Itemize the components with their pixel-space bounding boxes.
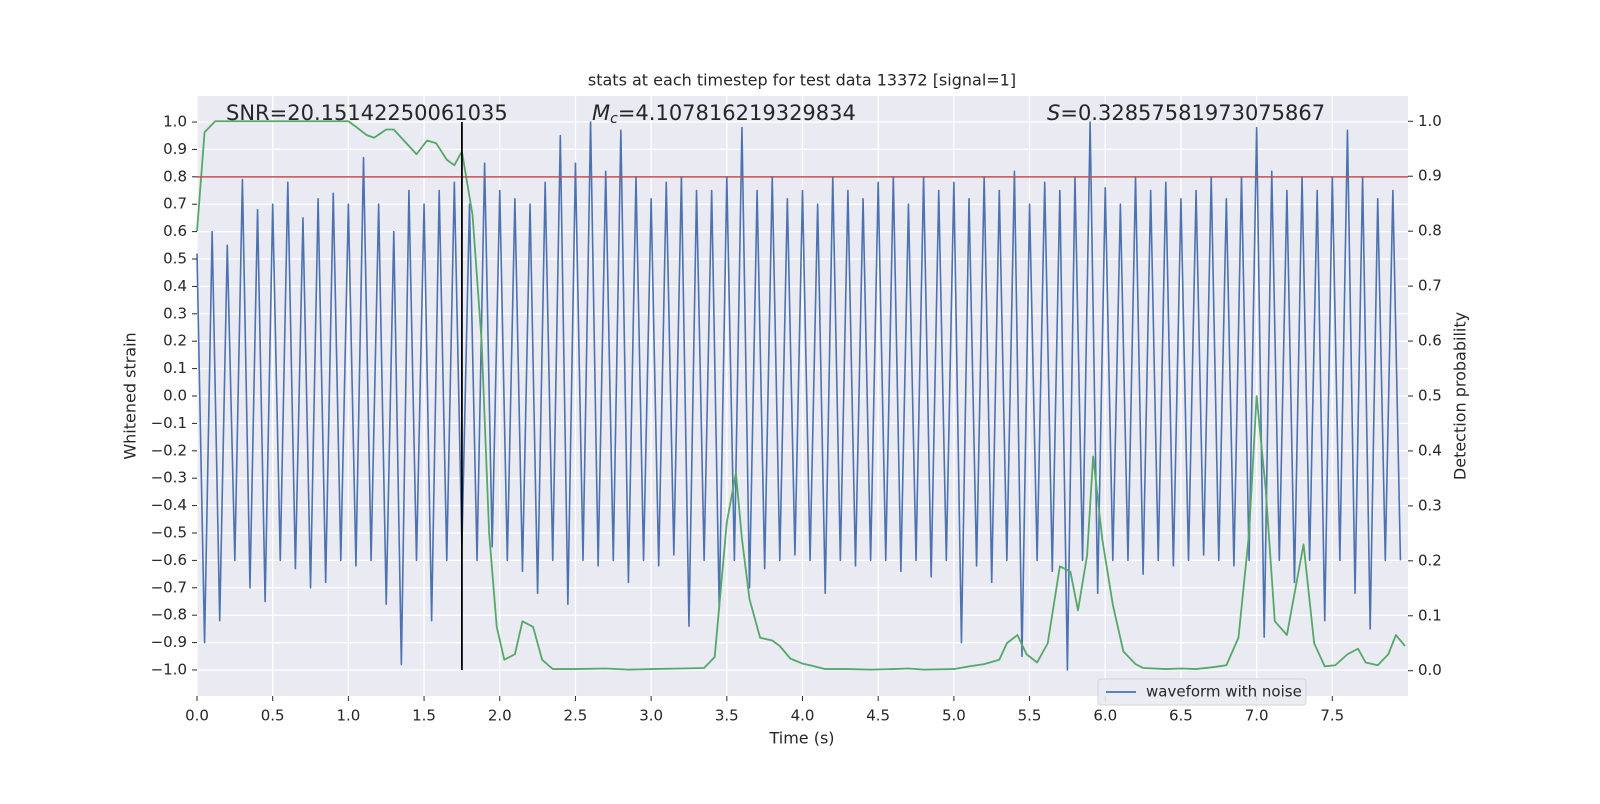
y2-tick-label: 0.8 — [1418, 222, 1442, 240]
y-tick-label: −0.5 — [151, 523, 187, 541]
x-tick-label: 3.0 — [639, 707, 663, 725]
annotation-text: =4.107816219329834 — [618, 101, 856, 125]
series-line — [196, 120, 1406, 671]
annotation-subscript: c — [610, 111, 618, 127]
y-tick-label: −0.2 — [151, 441, 187, 459]
y-tick-label: −0.3 — [151, 469, 187, 487]
chart-title: stats at each timestep for test data 133… — [588, 71, 1016, 90]
y2-tick-label: 0.3 — [1418, 496, 1442, 514]
x-tick-label: 1.5 — [412, 707, 436, 725]
x-tick-label: 1.0 — [336, 707, 360, 725]
x-tick-label: 5.5 — [1018, 707, 1042, 725]
x-tick-label: 7.5 — [1320, 707, 1344, 725]
y2-tick-label: 0.0 — [1418, 661, 1442, 679]
annotation: S=0.32857581973075867 — [1047, 101, 1325, 125]
y-tick-label: 0.7 — [163, 195, 187, 213]
y2-tick-label: 1.0 — [1418, 112, 1442, 130]
x-tick-label: 4.0 — [791, 707, 815, 725]
y-tick-label: 0.8 — [163, 167, 187, 185]
y-tick-label: −0.9 — [151, 633, 187, 651]
annotation-symbol: M — [592, 101, 610, 125]
x-tick-label: 6.5 — [1169, 707, 1193, 725]
y-tick-label: 0.9 — [163, 140, 187, 158]
y2-tick-label: 0.9 — [1418, 167, 1442, 185]
x-tick-label: 7.0 — [1245, 707, 1269, 725]
y-tick-label: 0.3 — [163, 304, 187, 322]
x-tick-label: 2.0 — [488, 707, 512, 725]
y2-tick-label: 0.6 — [1418, 332, 1442, 350]
annotation-text: =0.32857581973075867 — [1060, 101, 1325, 125]
y-tick-label: −0.8 — [151, 606, 187, 624]
x-tick-label: 3.5 — [715, 707, 739, 725]
y-tick-label: 0.4 — [163, 277, 187, 295]
y-tick-label: 0.2 — [163, 332, 187, 350]
x-tick-label: 4.5 — [866, 707, 890, 725]
y-tick-label: 0.5 — [163, 250, 187, 268]
annotation: Mc=4.107816219329834 — [592, 101, 856, 127]
y-tick-label: 1.0 — [163, 113, 187, 131]
annotation: SNR=20.15142250061035 — [226, 101, 508, 125]
y2-tick-label: 0.2 — [1418, 551, 1442, 569]
y2-tick-label: 0.1 — [1418, 606, 1442, 624]
annotation-symbol: S — [1047, 101, 1060, 125]
y-tick-label: −0.1 — [151, 414, 187, 432]
x-tick-label: 0.0 — [185, 707, 209, 725]
y-tick-label: −1.0 — [151, 660, 187, 678]
y-tick-label: −0.7 — [151, 578, 187, 596]
x-axis-label: Time (s) — [768, 729, 834, 748]
y-axis-label: Whitened strain — [121, 332, 140, 459]
x-tick-label: 2.5 — [564, 707, 588, 725]
series-line — [196, 121, 1402, 671]
y2-tick-label: 0.7 — [1418, 277, 1442, 295]
y-tick-label: −0.4 — [151, 496, 187, 514]
legend-label: waveform with noise — [1146, 683, 1302, 701]
legend-box — [1097, 678, 1307, 706]
y-tick-label: 0.6 — [163, 222, 187, 240]
y-tick-label: −0.6 — [151, 551, 187, 569]
y2-axis-label: Detection probability — [1451, 312, 1470, 480]
y2-tick-label: 0.5 — [1418, 387, 1442, 405]
y2-tick-label: 0.4 — [1418, 441, 1442, 459]
x-tick-label: 6.0 — [1093, 707, 1117, 725]
x-tick-label: 0.5 — [261, 707, 285, 725]
y-tick-label: 0.0 — [163, 387, 187, 405]
y-tick-label: 0.1 — [163, 359, 187, 377]
x-tick-label: 5.0 — [942, 707, 966, 725]
